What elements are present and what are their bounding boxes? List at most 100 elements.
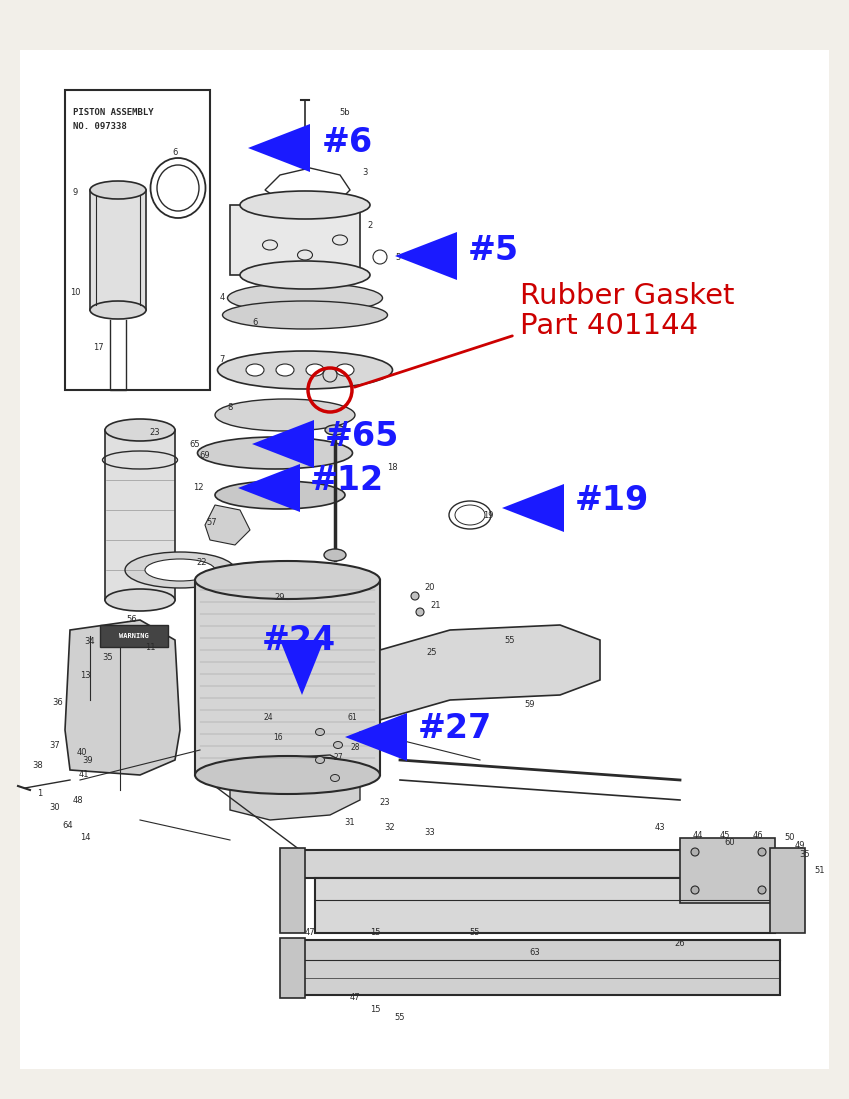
Text: 40: 40	[76, 748, 87, 757]
Polygon shape	[230, 755, 360, 820]
Text: 15: 15	[370, 928, 380, 937]
Polygon shape	[205, 506, 250, 545]
Text: 7: 7	[219, 355, 225, 364]
Ellipse shape	[276, 364, 294, 376]
Ellipse shape	[758, 848, 766, 856]
Bar	[280, 939, 305, 998]
Ellipse shape	[334, 742, 342, 748]
Ellipse shape	[195, 756, 380, 793]
Text: 57: 57	[206, 518, 217, 528]
Text: 56: 56	[127, 615, 138, 624]
Ellipse shape	[90, 181, 146, 199]
Ellipse shape	[217, 351, 392, 389]
Bar	[105, 430, 175, 600]
Text: 18: 18	[386, 463, 397, 471]
Ellipse shape	[306, 364, 324, 376]
Text: 3: 3	[363, 168, 368, 177]
Bar	[90, 190, 146, 310]
Text: 8: 8	[228, 403, 233, 412]
Ellipse shape	[240, 191, 370, 219]
Text: 29: 29	[275, 593, 285, 602]
Polygon shape	[280, 640, 324, 695]
Polygon shape	[502, 484, 564, 532]
Ellipse shape	[691, 848, 699, 856]
Text: 69: 69	[200, 451, 211, 460]
Text: 64: 64	[63, 821, 73, 830]
Text: 23: 23	[380, 798, 391, 807]
Polygon shape	[345, 713, 407, 761]
Text: NO. 097338: NO. 097338	[73, 122, 127, 131]
Text: 23: 23	[149, 428, 160, 437]
Polygon shape	[248, 124, 310, 173]
Bar	[230, 206, 360, 275]
Text: 14: 14	[80, 833, 90, 842]
Text: #5: #5	[468, 234, 519, 267]
Text: 59: 59	[525, 700, 535, 709]
Text: Part 401144: Part 401144	[520, 312, 698, 340]
Text: 37: 37	[49, 741, 60, 750]
Text: 28: 28	[351, 743, 360, 752]
Ellipse shape	[316, 729, 324, 735]
Bar	[680, 839, 775, 903]
Polygon shape	[252, 420, 314, 468]
Ellipse shape	[758, 886, 766, 893]
Polygon shape	[380, 625, 600, 720]
Text: 33: 33	[424, 828, 436, 837]
Text: 45: 45	[720, 831, 730, 840]
Polygon shape	[238, 464, 300, 512]
Text: 2: 2	[368, 221, 373, 230]
Ellipse shape	[198, 437, 352, 469]
Text: 38: 38	[32, 761, 43, 770]
Text: 41: 41	[79, 770, 89, 779]
Text: 31: 31	[345, 818, 356, 828]
Text: 5b: 5b	[340, 108, 351, 116]
Text: 35: 35	[800, 850, 810, 859]
Text: #65: #65	[325, 421, 399, 454]
Ellipse shape	[125, 552, 235, 588]
Bar	[195, 580, 380, 775]
Text: 6: 6	[172, 148, 177, 157]
Text: 61: 61	[347, 713, 357, 722]
Ellipse shape	[145, 559, 215, 581]
Text: 55: 55	[395, 1013, 405, 1022]
Bar	[290, 850, 780, 878]
Text: 9: 9	[72, 188, 77, 197]
Ellipse shape	[105, 589, 175, 611]
Text: 19: 19	[483, 511, 493, 520]
Text: 55: 55	[505, 636, 515, 645]
Bar	[100, 625, 168, 647]
Ellipse shape	[330, 775, 340, 781]
Text: 22: 22	[197, 558, 207, 567]
Ellipse shape	[228, 284, 383, 313]
Ellipse shape	[691, 886, 699, 893]
Text: 55: 55	[469, 928, 481, 937]
Text: 63: 63	[530, 948, 540, 957]
Text: 25: 25	[427, 648, 437, 657]
Text: 34: 34	[85, 637, 95, 646]
Text: 27: 27	[333, 753, 343, 762]
Text: PISTON ASSEMBLY: PISTON ASSEMBLY	[73, 108, 154, 116]
Text: 12: 12	[193, 482, 203, 492]
Text: 65: 65	[189, 440, 200, 449]
Ellipse shape	[215, 481, 345, 509]
Text: 30: 30	[50, 803, 60, 812]
Text: 43: 43	[655, 823, 666, 832]
Text: #27: #27	[418, 712, 492, 745]
Ellipse shape	[324, 550, 346, 560]
Ellipse shape	[105, 419, 175, 441]
Ellipse shape	[336, 364, 354, 376]
Ellipse shape	[90, 301, 146, 319]
Text: 6: 6	[252, 318, 258, 328]
Bar	[770, 848, 805, 933]
Ellipse shape	[195, 560, 380, 599]
Text: #12: #12	[310, 465, 384, 498]
Text: 17: 17	[93, 343, 104, 352]
Text: 50: 50	[784, 833, 796, 842]
Polygon shape	[65, 620, 180, 775]
Ellipse shape	[222, 301, 387, 329]
Text: 62: 62	[357, 731, 367, 740]
Bar	[290, 940, 780, 995]
Text: 15: 15	[370, 1004, 380, 1014]
Ellipse shape	[215, 399, 355, 431]
Text: 11: 11	[144, 643, 155, 652]
